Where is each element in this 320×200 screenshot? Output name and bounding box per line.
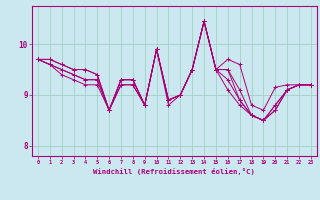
X-axis label: Windchill (Refroidissement éolien,°C): Windchill (Refroidissement éolien,°C) <box>93 168 255 175</box>
